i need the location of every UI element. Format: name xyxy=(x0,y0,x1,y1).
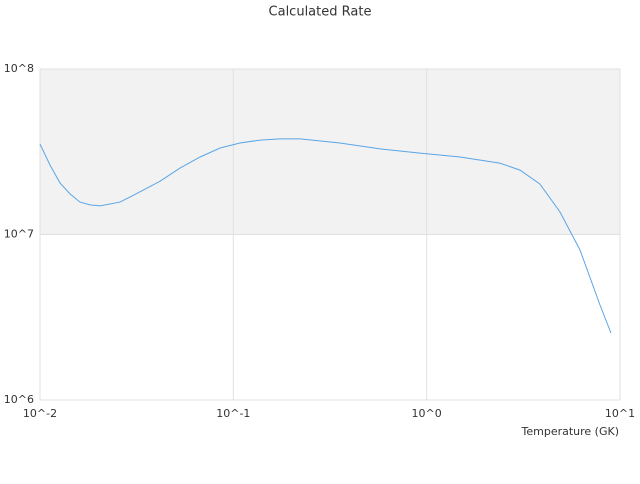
grid-band xyxy=(40,69,620,235)
x-tick-label: 10^-1 xyxy=(216,407,250,420)
x-tick-label: 10^1 xyxy=(605,407,635,420)
x-tick-label: 10^0 xyxy=(412,407,442,420)
chart-title: Calculated Rate xyxy=(269,5,372,20)
y-tick-label: 10^6 xyxy=(4,393,34,406)
y-tick-label: 10^8 xyxy=(4,62,34,75)
x-axis-label: Temperature (GK) xyxy=(521,425,620,438)
line xyxy=(39,138,612,334)
y-tick-label: 10^7 xyxy=(4,228,34,241)
x-tick-label: 10^-2 xyxy=(23,407,57,420)
